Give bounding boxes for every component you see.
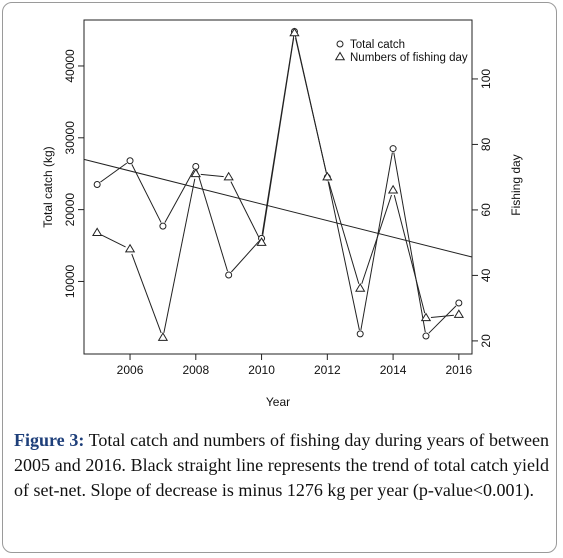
fishing-day-point xyxy=(322,171,333,181)
total-catch-point xyxy=(159,222,167,230)
caption-text: Total catch and numbers of fishing day d… xyxy=(14,430,549,500)
fishing-day-point xyxy=(355,283,366,292)
fishing-day-line-segment xyxy=(361,194,392,284)
fishing-day-line-segment xyxy=(163,178,196,333)
y-left-tick-label: 40000 xyxy=(63,49,77,83)
fishing-day-point xyxy=(223,171,234,181)
fishing-day-line-segment xyxy=(230,181,260,239)
total-catch-point xyxy=(225,271,233,279)
y-left-tick-label: 20000 xyxy=(63,193,77,227)
fishing-day-point xyxy=(453,309,465,318)
y-right-axis-label: Fishing day xyxy=(509,154,523,215)
fishing-day-line-segment xyxy=(430,314,454,318)
fishing-day-line-segment xyxy=(131,253,162,334)
total-catch-point xyxy=(126,157,134,165)
fishing-day-point xyxy=(256,237,267,246)
plot-area xyxy=(83,19,473,355)
total-catch-line-segment xyxy=(327,181,360,331)
fishing-day-line-segment xyxy=(295,37,327,173)
y-right-tick-label: 60 xyxy=(479,203,493,217)
legend-total-catch: Total catch xyxy=(350,39,405,51)
fishing-day-point xyxy=(157,332,169,341)
x-tick-label: 2008 xyxy=(182,363,209,377)
legend-triangle-marker xyxy=(334,51,346,61)
total-catch-line-segment xyxy=(100,162,128,183)
fishing-day-point xyxy=(387,184,399,194)
fishing-day-point xyxy=(190,168,201,178)
total-catch-line-segment xyxy=(393,152,426,333)
total-catch-line-segment xyxy=(360,152,393,331)
y-right-tick-label: 80 xyxy=(479,137,493,151)
total-catch-point xyxy=(389,145,397,153)
fishing-day-line-segment xyxy=(261,37,295,238)
y-left-axis-label: Total catch (kg) xyxy=(41,146,55,227)
legend-circle-marker xyxy=(336,40,344,48)
x-tick-label: 2014 xyxy=(380,363,407,377)
y-right-tick-label: 20 xyxy=(479,334,493,348)
caption-label: Figure 3: xyxy=(14,430,85,450)
fishing-day-line-segment xyxy=(200,173,224,178)
total-catch-point xyxy=(93,180,101,188)
fishing-day-line-segment xyxy=(101,234,126,248)
fishing-day-line-segment xyxy=(393,194,426,314)
total-catch-point xyxy=(356,330,364,338)
fishing-day-point xyxy=(289,27,300,37)
x-tick-label: 2012 xyxy=(314,363,341,377)
fishing-day-point xyxy=(91,227,103,237)
fishing-day-point xyxy=(124,243,136,253)
fishing-day-point xyxy=(420,312,432,322)
x-tick-label: 2006 xyxy=(117,363,144,377)
total-catch-line-segment xyxy=(131,164,162,223)
fishing-day-line-segment xyxy=(328,181,360,284)
x-tick-label: 2016 xyxy=(445,363,472,377)
y-left-tick-label: 10000 xyxy=(63,264,77,298)
figure-frame xyxy=(2,2,557,553)
x-tick-label: 2010 xyxy=(248,363,275,377)
total-catch-point xyxy=(455,299,463,307)
total-catch-line-segment xyxy=(164,169,195,223)
total-catch-line-segment xyxy=(230,240,260,273)
total-catch-point xyxy=(422,332,430,340)
y-right-tick-label: 100 xyxy=(479,69,493,89)
y-right-tick-label: 40 xyxy=(479,268,493,282)
total-catch-line-segment xyxy=(196,170,228,272)
figure-caption: Figure 3: Total catch and numbers of fis… xyxy=(14,428,549,503)
chart: 2006 2008 2010 2012 2014 2016 10000 20000 30000 4… xyxy=(41,19,523,409)
legend-fishing-day: Numbers of fishing day xyxy=(350,52,468,64)
x-axis-label: Year xyxy=(266,395,290,409)
total-catch-line-segment xyxy=(428,305,457,334)
trend-line xyxy=(83,158,473,258)
y-left-tick-label: 30000 xyxy=(63,121,77,155)
